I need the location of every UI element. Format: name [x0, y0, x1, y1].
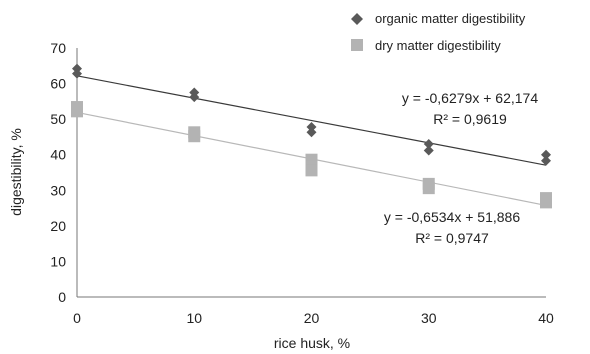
- point-dry: [540, 196, 552, 209]
- x-tick-label: 0: [73, 310, 81, 326]
- point-organic: [541, 149, 551, 160]
- legend: organic matter digestibility dry matter …: [351, 11, 526, 53]
- y-tick-labels: 0 10 20 30 40 50 60 70: [50, 40, 66, 305]
- equation-organic: y = -0,6279x + 62,174: [402, 90, 538, 106]
- y-tick-label: 50: [50, 111, 66, 127]
- point-organic: [423, 145, 434, 156]
- y-tick-label: 60: [50, 76, 66, 92]
- point-organic: [189, 92, 200, 103]
- x-tick-label: 20: [304, 310, 320, 326]
- data-markers: [71, 63, 552, 209]
- x-axis-title: rice husk, %: [274, 335, 350, 351]
- trendline-organic: [76, 75, 547, 166]
- x-tick-labels: 0 10 20 30 40: [73, 310, 554, 326]
- point-dry: [422, 182, 435, 195]
- axes: [76, 48, 546, 298]
- y-tick-label: 70: [50, 40, 66, 56]
- y-tick-label: 10: [50, 253, 66, 269]
- y-tick-label: 20: [50, 218, 66, 234]
- x-tick-label: 30: [421, 310, 437, 326]
- point-dry: [305, 164, 318, 177]
- equation-dry: y = -0,6534x + 51,886: [384, 209, 520, 225]
- y-tick-label: 40: [50, 147, 66, 163]
- point-organic: [541, 155, 551, 166]
- point-dry: [71, 105, 83, 118]
- r-squared-organic: R² = 0,9619: [433, 111, 507, 127]
- y-tick-label: 30: [50, 182, 66, 198]
- x-tick-label: 40: [538, 310, 554, 326]
- legend-label-organic: organic matter digestibility: [375, 11, 526, 26]
- r-squared-dry: R² = 0,9747: [415, 230, 489, 246]
- legend-square-icon: [351, 39, 363, 51]
- legend-label-dry: dry matter digestibility: [375, 38, 501, 53]
- point-organic: [423, 139, 434, 150]
- y-tick-label: 0: [58, 289, 66, 305]
- point-organic: [306, 127, 317, 138]
- legend-diamond-icon: [351, 13, 363, 25]
- point-organic: [72, 68, 82, 79]
- point-organic: [306, 121, 317, 132]
- point-dry: [188, 130, 201, 143]
- trendline-equations: y = -0,6279x + 62,174 R² = 0,9619 y = -0…: [384, 90, 538, 246]
- y-axis-title: digestibility, %: [8, 128, 24, 216]
- x-tick-label: 10: [186, 310, 202, 326]
